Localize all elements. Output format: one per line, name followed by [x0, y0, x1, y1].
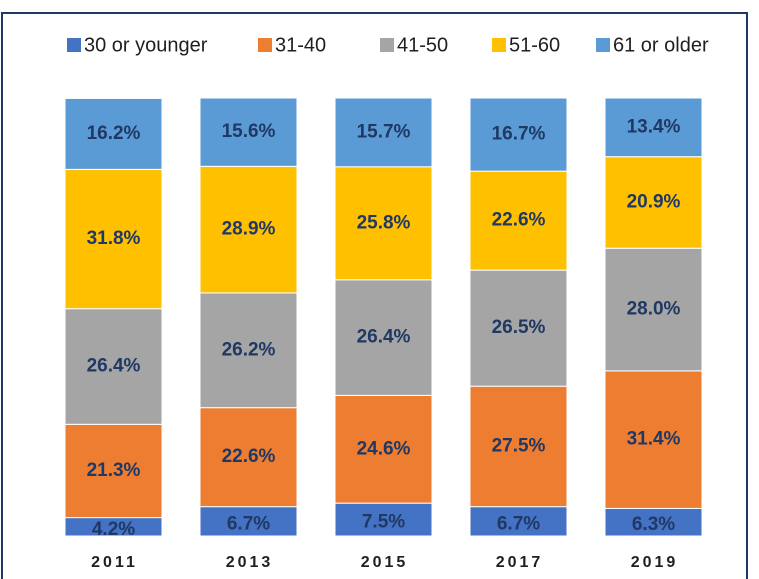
bar-segment [604, 97, 703, 158]
data-label: 26.2% [222, 339, 276, 360]
data-label: 31.4% [627, 429, 681, 450]
data-label: 25.8% [357, 212, 411, 233]
data-label: 7.5% [362, 512, 405, 533]
data-label: 26.4% [357, 327, 411, 348]
data-label: 31.8% [87, 228, 141, 249]
x-tick-label: 2017 [496, 554, 544, 571]
bar-segment [199, 506, 298, 537]
data-label: 22.6% [492, 210, 546, 231]
data-label: 4.2% [92, 519, 135, 540]
bar-segment [199, 97, 298, 167]
data-label: 6.7% [227, 513, 270, 534]
data-label: 15.7% [357, 121, 411, 142]
bar-segment [199, 292, 298, 409]
data-label: 26.4% [87, 356, 141, 377]
bar-segment [604, 370, 703, 509]
bar-segment [604, 156, 703, 249]
x-tick-label: 2011 [91, 554, 138, 571]
bar-segment [64, 308, 163, 425]
legend-swatch [67, 38, 81, 52]
bar-segment [199, 407, 298, 508]
bar-segment [64, 423, 163, 519]
legend-swatch [596, 38, 610, 52]
bar-segment [334, 166, 433, 281]
data-label: 28.0% [627, 299, 681, 320]
bar-segment [64, 168, 163, 310]
bar-segment [469, 506, 568, 537]
legend-swatch [492, 38, 506, 52]
data-label: 21.3% [87, 460, 141, 481]
x-tick-label: 2015 [361, 554, 409, 571]
bar-segment [334, 97, 433, 168]
x-tick-label: 2019 [631, 554, 679, 571]
legend-swatch [380, 38, 394, 52]
data-label: 13.4% [627, 116, 681, 137]
bar-segment [604, 247, 703, 372]
data-label: 16.7% [492, 124, 546, 145]
data-label: 27.5% [492, 435, 546, 456]
legend-label: 61 or older [613, 34, 709, 56]
data-label: 6.7% [497, 513, 540, 534]
bar-segment [469, 170, 568, 271]
bar-segment [334, 394, 433, 504]
data-label: 15.6% [222, 121, 276, 142]
legend-swatch [258, 38, 272, 52]
data-label: 24.6% [357, 438, 411, 459]
data-label: 20.9% [627, 191, 681, 212]
bar-segment [604, 507, 703, 537]
x-tick-label: 2013 [226, 554, 274, 571]
bar-segment [469, 97, 568, 172]
data-label: 6.3% [632, 514, 675, 535]
legend-label: 51-60 [509, 34, 560, 56]
legend-label: 30 or younger [84, 34, 208, 56]
bar-segment [469, 269, 568, 387]
bar-segment [469, 385, 568, 508]
data-label: 28.9% [222, 219, 276, 240]
data-label: 22.6% [222, 446, 276, 467]
data-label: 26.5% [492, 317, 546, 338]
bar-segment [334, 502, 433, 537]
legend-label: 41-50 [397, 34, 448, 56]
bar-segment [199, 165, 298, 294]
data-label: 16.2% [87, 123, 141, 144]
legend-label: 31-40 [275, 34, 326, 56]
bar-segment [334, 279, 433, 396]
bar-segment [64, 97, 163, 170]
